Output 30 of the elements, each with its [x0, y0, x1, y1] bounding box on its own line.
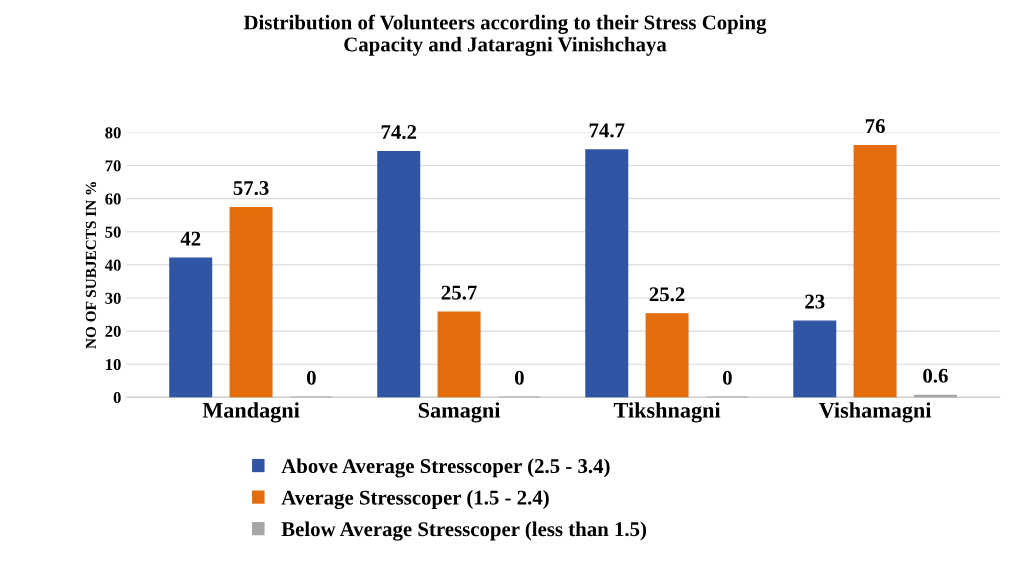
data-label: 0	[306, 370, 316, 385]
data-label: 74.2	[381, 125, 417, 140]
legend-label: Average Stresscoper (1.5 - 2.4)	[281, 489, 549, 510]
data-label: 42	[180, 231, 201, 246]
data-label: 76	[865, 119, 885, 134]
y-tick-label: 40	[104, 259, 121, 271]
data-label: 23	[805, 294, 825, 309]
x-tick-label: Tikshnagni	[613, 402, 721, 423]
y-tick-label: 20	[105, 325, 121, 338]
y-tick-label: 0	[113, 392, 121, 404]
y-tick-label: 70	[105, 160, 121, 172]
data-label: 25.7	[441, 285, 477, 300]
y-tick-label: 60	[105, 193, 121, 205]
y-axis-title: NO OF SUBJECTS IN %	[85, 182, 97, 349]
x-tick-label: Vishamagni	[818, 402, 932, 423]
data-label: 0	[722, 370, 732, 385]
y-tick-label: 80	[105, 127, 121, 139]
y-tick-label: 30	[105, 292, 121, 304]
chart-title: Distribution of Volunteers according to their Stress Coping Capacity and Jataragni Vinishchaya	[243, 14, 767, 56]
data-label: 74.7	[589, 123, 625, 138]
x-tick-label: Samagni	[418, 402, 501, 423]
y-tick-label: 50	[105, 226, 121, 238]
legend-label: Below Average Stresscoper (less than 1.5)	[281, 521, 647, 541]
data-label: 57.3	[233, 181, 269, 196]
y-tick-label: 10	[106, 358, 121, 371]
data-label: 0	[514, 370, 524, 385]
legend-label: Above Average Stresscoper (2.5 - 3.4)	[281, 458, 610, 478]
x-tick-label: Mandagni	[202, 402, 300, 423]
data-label: 25.2	[649, 287, 685, 302]
data-label: 0.6	[923, 368, 948, 383]
